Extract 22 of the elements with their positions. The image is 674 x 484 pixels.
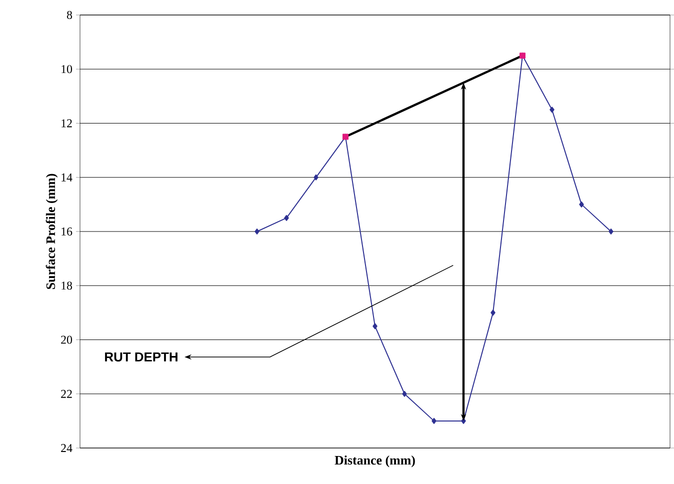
- y-tick-label: 24: [61, 444, 72, 452]
- x-axis-title: Distance (mm): [334, 456, 415, 468]
- point: [402, 390, 407, 397]
- point: [608, 228, 614, 234]
- y-tick-label: 16: [62, 227, 72, 236]
- y-tick-label: 12: [62, 119, 72, 128]
- point: [550, 106, 554, 113]
- point: [254, 228, 260, 234]
- y-tick-label: 8: [66, 10, 72, 20]
- y-tick-label: 20: [61, 336, 72, 344]
- point: [579, 201, 584, 208]
- y-tick-label: 22: [61, 390, 72, 398]
- point: [372, 323, 378, 330]
- point: [314, 174, 318, 180]
- annotation: RUT DEPTH: [105, 352, 178, 362]
- y-tick-label: 14: [62, 173, 72, 182]
- y-tick-label: 10: [62, 65, 72, 74]
- y-tick-label: 18: [62, 282, 72, 290]
- point: [284, 214, 289, 221]
- point: [490, 310, 496, 316]
- point: [432, 418, 436, 424]
- y-axis-title: Surface Profile (mm): [46, 174, 58, 289]
